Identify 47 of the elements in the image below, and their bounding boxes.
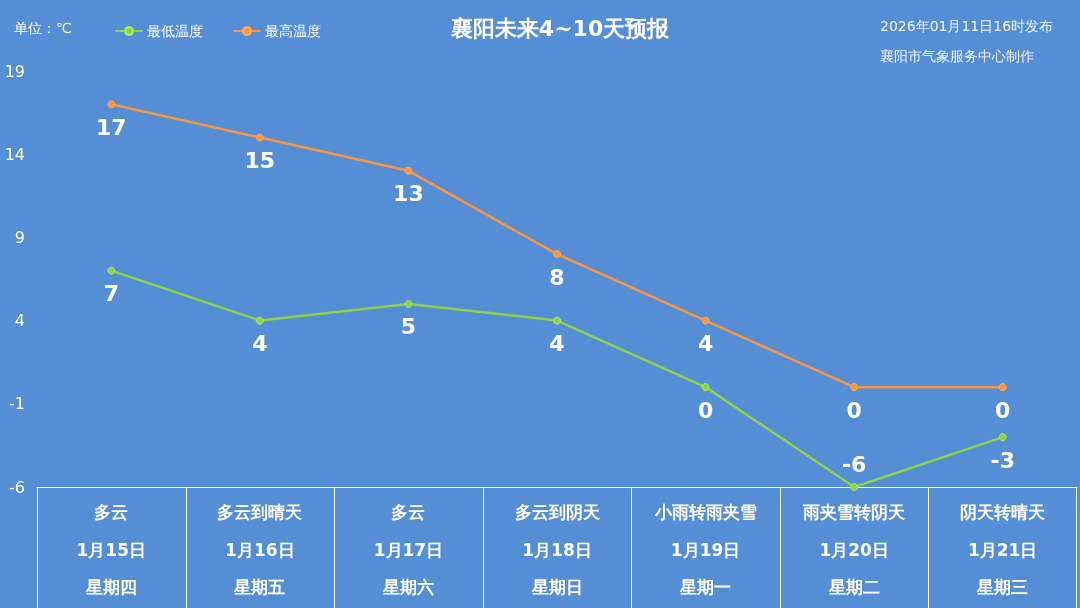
text: 星期三 [976, 577, 1029, 597]
text: 2026年01月11日16时发布 [880, 18, 1054, 34]
x-tick-label: 1月18日 [522, 540, 592, 560]
data-label: 4 [252, 331, 268, 357]
data-label: 7 [103, 281, 119, 307]
data-label: 17 [95, 114, 127, 140]
text: 小雨转雨夹雪 [653, 502, 757, 522]
x-tick-label: 1月17日 [373, 540, 444, 560]
x-tick-label: 1月16日 [225, 540, 295, 560]
y-tick-label: 19 [4, 61, 25, 81]
x-tick-label: 1月21日 [967, 540, 1038, 560]
text: 多云 [391, 502, 426, 522]
y-tick-label: 9 [14, 227, 25, 247]
data-label: 13 [393, 181, 424, 207]
x-tick-label: 1月15日 [76, 540, 147, 560]
text: 星期日 [530, 577, 583, 597]
text: 雨夹雪转阴天 [802, 502, 906, 522]
y-tick-label: -6 [9, 477, 25, 497]
y-tick-label: -1 [9, 394, 25, 414]
data-label: 8 [549, 264, 565, 290]
data-label: 0 [697, 397, 714, 423]
text: 多云到阴天 [514, 502, 600, 522]
text: 阴天转晴天 [960, 502, 1046, 522]
x-tick-label: 1月20日 [819, 540, 889, 560]
y-tick-label: 4 [14, 311, 25, 331]
text: 星期四 [84, 577, 137, 597]
data-label: 4 [549, 331, 565, 357]
text: 星期一 [679, 577, 732, 597]
y-axis-title: 单位：℃ [14, 20, 72, 36]
text: 星期五 [233, 577, 286, 597]
text: 多云 [94, 502, 129, 522]
data-label: 5 [400, 314, 417, 340]
data-label: 0 [846, 397, 862, 423]
legend-label: 最低温度 [147, 23, 203, 39]
data-label: 15 [244, 148, 276, 174]
data-label: 0 [995, 397, 1011, 423]
text: 星期二 [827, 577, 880, 597]
text: 襄阳市气象服务中心制作 [880, 48, 1034, 64]
x-tick-label: 1月19日 [670, 540, 741, 560]
data-label: 4 [697, 331, 714, 357]
text: 星期六 [381, 577, 434, 597]
chart-title: 襄阳未来4~10天预报 [450, 15, 671, 41]
data-label: -3 [990, 447, 1015, 473]
data-label: -6 [841, 451, 867, 477]
legend-label: 最高温度 [265, 23, 321, 39]
y-tick-label: 14 [4, 144, 25, 164]
text: 多云到晴天 [217, 502, 303, 522]
